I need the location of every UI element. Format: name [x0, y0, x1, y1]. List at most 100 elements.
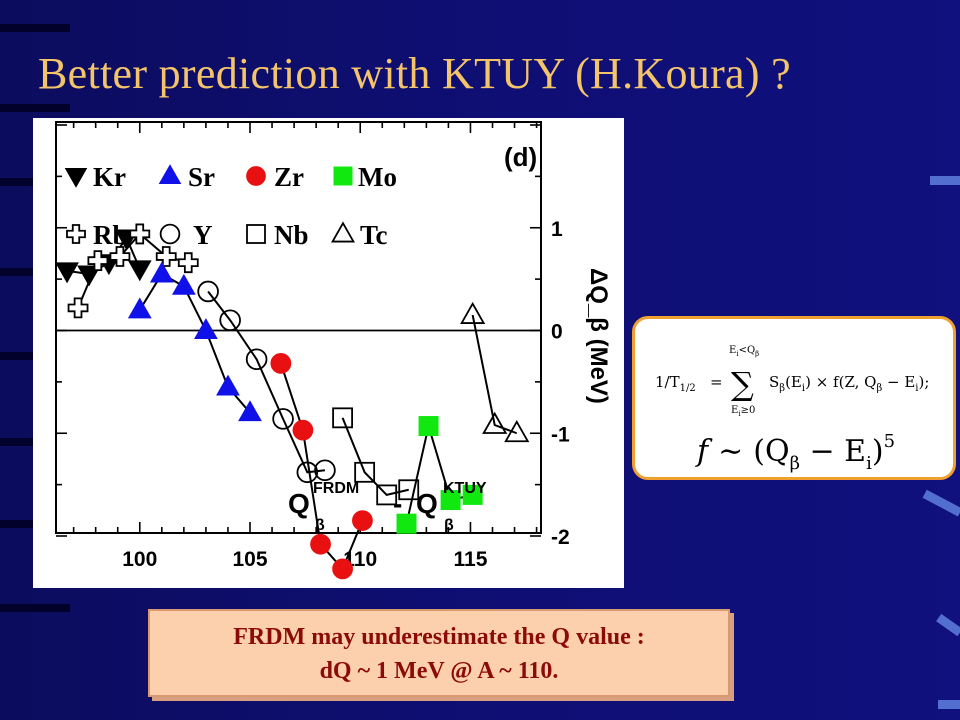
data-point	[272, 408, 294, 430]
annotation-sub1: β	[315, 517, 325, 534]
series-line	[405, 422, 473, 524]
series-nb	[332, 407, 420, 506]
series-sr	[127, 261, 262, 422]
data-point	[194, 318, 218, 339]
note-box: FRDM may underestimate the Q value : dQ …	[148, 609, 730, 697]
data-point	[352, 510, 373, 531]
data-point	[270, 353, 292, 374]
data-point	[354, 461, 376, 483]
legend-marker	[246, 166, 266, 186]
series-tc	[460, 301, 530, 443]
sum-upper-beta: β	[755, 350, 759, 358]
series-line	[341, 417, 409, 497]
legend-marker	[158, 164, 182, 185]
legend-marker	[331, 221, 355, 243]
x-tick-label: 115	[454, 548, 488, 571]
legend: Kr Sr Zr Mo Rb Y Nb Tc	[64, 162, 397, 250]
data-point	[87, 250, 109, 272]
f-lhs: f	[695, 434, 713, 469]
formula-minus-i: i	[915, 383, 918, 394]
background-stripe	[0, 24, 70, 32]
annotation-q1: Q	[288, 488, 310, 519]
data-point	[197, 280, 219, 303]
sum-upper: E	[729, 345, 736, 356]
formula-lhs: 1/T	[655, 373, 680, 391]
panel-label: (d)	[504, 142, 537, 172]
formula-minus: − E	[882, 373, 915, 391]
series-line	[471, 314, 518, 435]
data-point	[109, 246, 131, 267]
annotation-sup1: FRDM	[313, 480, 359, 497]
f-rhs-beta: β	[790, 453, 800, 474]
background-stripe	[922, 489, 960, 517]
formula-s-beta: β	[779, 383, 785, 394]
legend-label: Kr	[93, 162, 126, 192]
data-point	[292, 419, 314, 441]
formula-e-i: i	[802, 383, 805, 394]
sum-upper-sub: i	[736, 350, 739, 358]
formula-s: S	[769, 373, 779, 391]
data-point	[216, 374, 240, 396]
data-point	[129, 223, 151, 245]
data-point	[332, 558, 353, 580]
legend-marker	[66, 224, 86, 244]
slide-title: Better prediction with KTUY (H.Koura) ?	[38, 49, 791, 98]
data-point	[482, 411, 508, 434]
plot-frame	[55, 121, 542, 534]
legend-label: Zr	[274, 162, 304, 192]
data-point	[398, 479, 420, 501]
data-point	[310, 533, 331, 555]
legend-marker	[333, 166, 353, 186]
y-tick-label: 1	[551, 218, 563, 241]
formula-equals: =	[710, 373, 723, 391]
note-line1: FRDM may underestimate the Q value :	[233, 624, 645, 650]
legend-label: Mo	[358, 162, 397, 192]
background-stripe	[936, 613, 960, 637]
data-point	[462, 484, 483, 505]
series-rb	[67, 223, 199, 319]
sum-lower-rest: ≥0	[741, 405, 756, 416]
data-point	[155, 246, 177, 267]
y-axis-label: ΔQ_β (MeV)	[585, 268, 612, 404]
data-point	[55, 262, 79, 284]
x-tick-label: 105	[232, 548, 267, 571]
legend-label: Y	[193, 220, 213, 250]
svg-text:Ei<Qβ: Ei<Qβ	[729, 345, 759, 358]
note-line2-suffix: @ A ~ 110.	[450, 658, 559, 684]
data-point	[238, 400, 262, 422]
f-rhs: (Q	[753, 434, 789, 469]
data-point	[460, 301, 486, 324]
data-point	[67, 297, 89, 319]
note-line2-prefix: dQ	[319, 658, 352, 684]
formula-e: (E	[785, 373, 802, 391]
series-zr	[270, 353, 373, 580]
legend-label: Rb	[93, 220, 128, 250]
data-point	[245, 348, 268, 371]
legend-label: Tc	[360, 220, 388, 250]
svg-text:Sβ(Ei) × f(Z, Qβ − Ei);: Sβ(Ei) × f(Z, Qβ − Ei);	[769, 373, 929, 394]
sum-lower: E	[731, 405, 738, 416]
f-sim: ∼	[718, 434, 743, 469]
sum-lower-sub: i	[738, 410, 741, 418]
legend-marker	[64, 167, 88, 188]
data-point	[127, 297, 152, 319]
sum-symbol: ∑	[731, 365, 754, 403]
legend-marker	[246, 224, 266, 244]
note-line2: dQ ~ 1 MeV @ A ~ 110.	[150, 654, 728, 688]
background-stripe	[938, 700, 960, 709]
data-point	[418, 416, 439, 437]
data-point	[219, 309, 241, 332]
data-point	[332, 407, 353, 429]
f-exponent: 5	[884, 431, 895, 452]
data-point	[177, 252, 199, 274]
background-stripe	[0, 104, 70, 112]
x-tick-label: 100	[122, 548, 157, 571]
data-point	[440, 490, 461, 511]
series-mo	[396, 416, 483, 534]
annotation-sup2: KTUY	[443, 480, 487, 497]
legend-label: Sr	[188, 162, 215, 192]
data-point	[314, 459, 336, 482]
annotation-minus: -	[393, 488, 402, 519]
annotation-q2: Q	[416, 488, 438, 519]
